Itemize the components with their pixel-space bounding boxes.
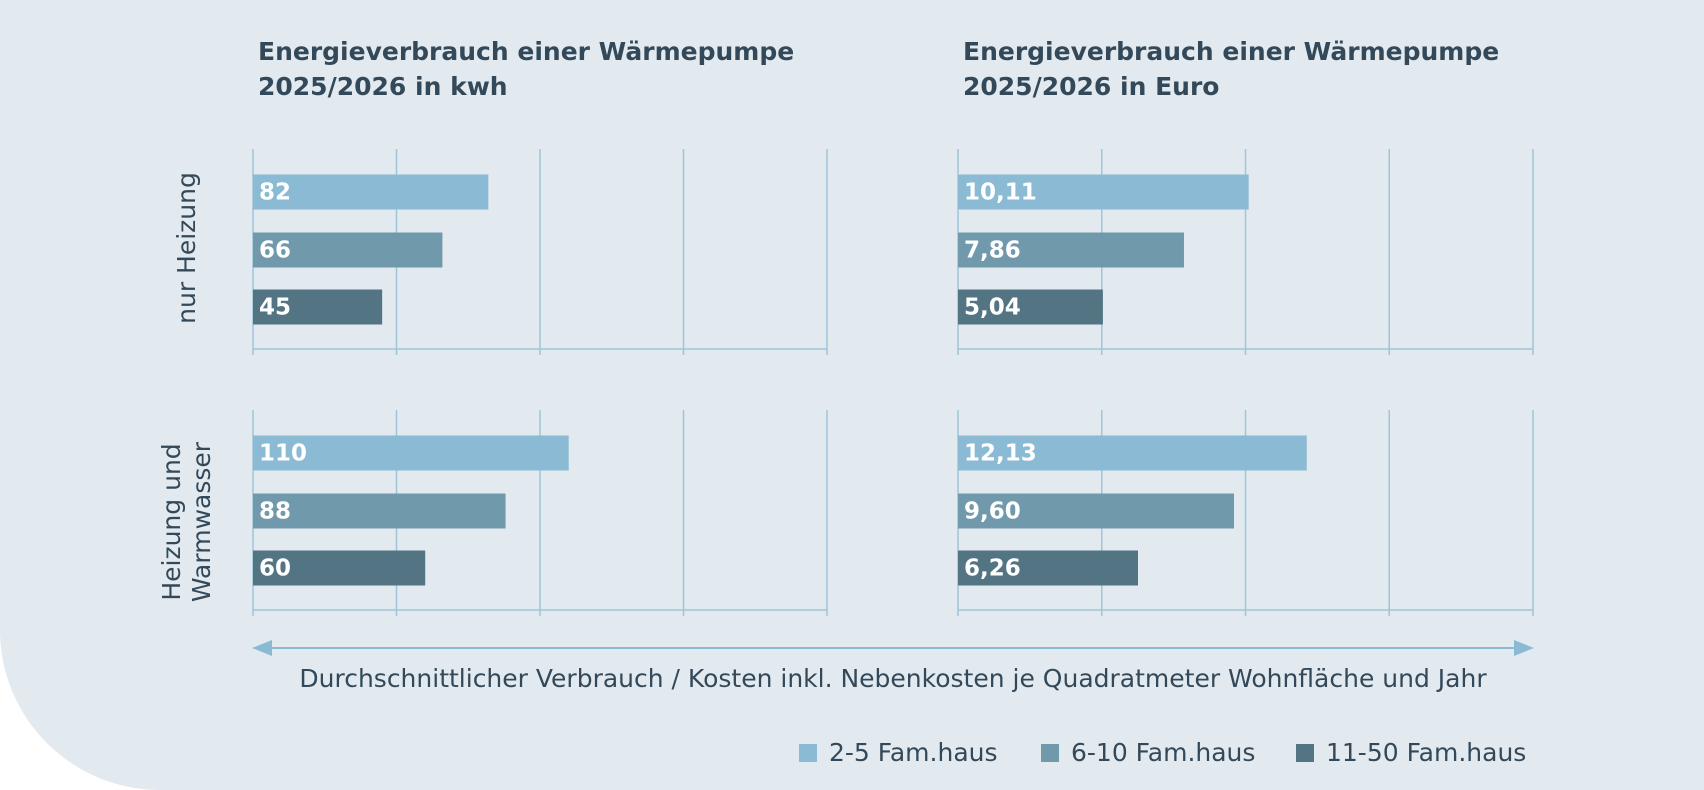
value-label: 9,60 [964, 499, 1021, 525]
bar [958, 550, 1138, 586]
legend-label: 6-10 Fam.haus [1071, 738, 1255, 767]
value-label: 5,04 [964, 295, 1021, 321]
value-label: 60 [259, 556, 291, 582]
x-axis-label: Durchschnittlicher Verbrauch / Kosten in… [299, 664, 1487, 693]
panel-title: Energieverbrauch einer Wärmepumpe 2025/2… [258, 37, 795, 101]
legend-swatch [1296, 744, 1314, 762]
value-label: 7,86 [964, 238, 1021, 264]
bar [253, 232, 443, 268]
value-label: 82 [259, 180, 291, 206]
bar [253, 289, 383, 325]
value-label: 10,11 [964, 180, 1037, 206]
panel-title: Energieverbrauch einer Wärmepumpe 2025/2… [963, 37, 1500, 101]
value-label: 6,26 [964, 556, 1021, 582]
bar [253, 174, 489, 210]
bar [958, 174, 1249, 210]
bar [958, 435, 1307, 471]
bar [958, 232, 1184, 268]
value-label: 12,13 [964, 441, 1037, 467]
legend-swatch [799, 744, 817, 762]
bar [253, 435, 569, 471]
value-label: 110 [259, 441, 307, 467]
axis-arrow [252, 640, 1534, 656]
value-label: 66 [259, 238, 291, 264]
legend-label: 11-50 Fam.haus [1326, 738, 1526, 767]
legend-label: 2-5 Fam.haus [829, 738, 998, 767]
legend-swatch [1041, 744, 1059, 762]
bar [958, 493, 1234, 529]
value-label: 88 [259, 499, 291, 525]
value-label: 45 [259, 295, 291, 321]
bar [253, 493, 506, 529]
bar [958, 289, 1103, 325]
bar [253, 550, 426, 586]
